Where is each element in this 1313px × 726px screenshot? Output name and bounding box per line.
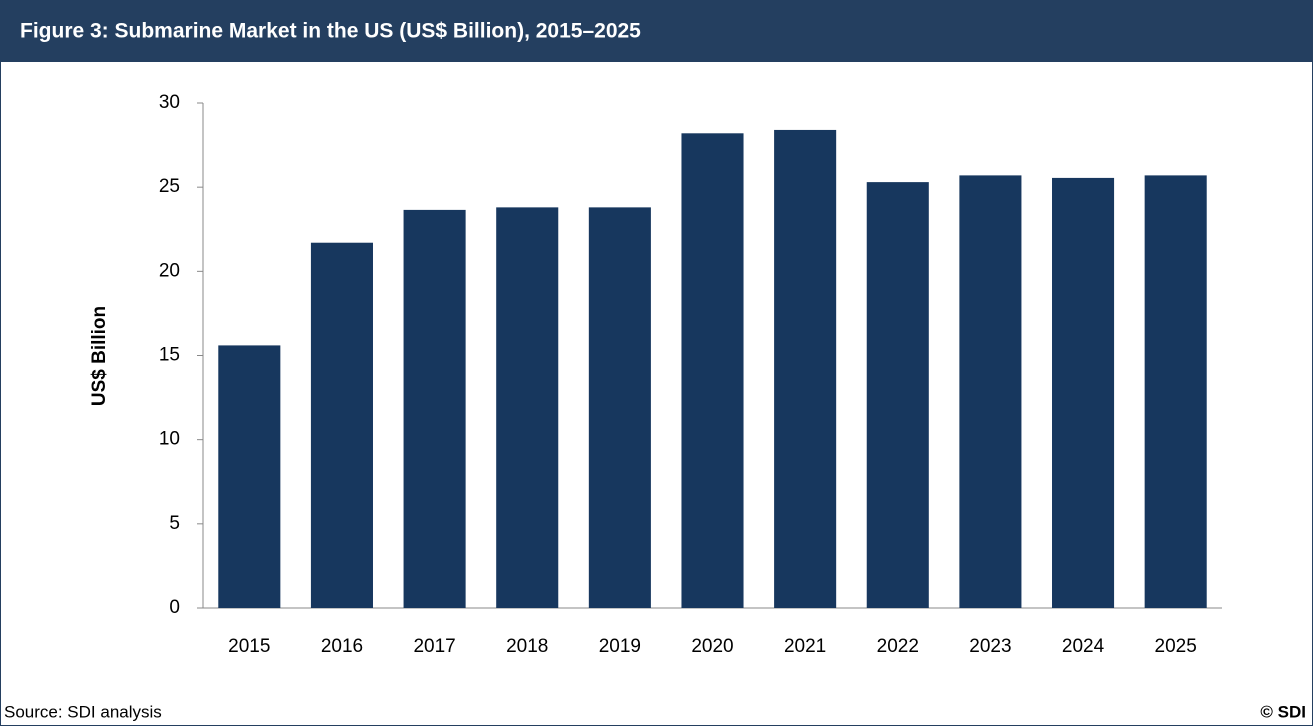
x-tick-label: 2022 [877, 636, 919, 657]
x-tick-label: 2024 [1062, 636, 1105, 657]
bar [310, 242, 373, 608]
bar [866, 182, 929, 608]
bar [959, 175, 1022, 608]
y-tick-label: 30 [159, 92, 180, 113]
bar [681, 133, 744, 609]
x-tick-label: 2015 [228, 636, 270, 657]
header-band [0, 0, 1313, 62]
bar [1052, 177, 1115, 609]
x-tick-label: 2025 [1155, 636, 1197, 657]
bar [588, 207, 651, 608]
y-tick-label: 15 [159, 345, 180, 366]
x-tick-label: 2020 [691, 636, 733, 657]
bar [1144, 175, 1207, 608]
y-tick-label: 20 [159, 260, 180, 281]
x-tick-label: 2021 [784, 636, 826, 657]
x-tick-label: 2023 [969, 636, 1011, 657]
y-tick-label: 25 [159, 176, 180, 197]
bar [774, 129, 837, 608]
copyright: © SDI [1260, 702, 1306, 721]
bar [496, 207, 559, 608]
x-tick-label: 2016 [321, 636, 363, 657]
chart-title: Figure 3: Submarine Market in the US (US… [20, 20, 641, 43]
y-tick-label: 10 [159, 429, 180, 450]
y-tick-label: 5 [169, 513, 180, 534]
x-tick-label: 2018 [506, 636, 548, 657]
bar [403, 209, 466, 608]
y-tick-label: 0 [169, 597, 180, 618]
x-tick-label: 2019 [599, 636, 641, 657]
bar [218, 345, 281, 608]
x-tick-label: 2017 [413, 636, 455, 657]
source-note: Source: SDI analysis [4, 702, 162, 721]
y-axis-label: US$ Billion [89, 306, 110, 406]
